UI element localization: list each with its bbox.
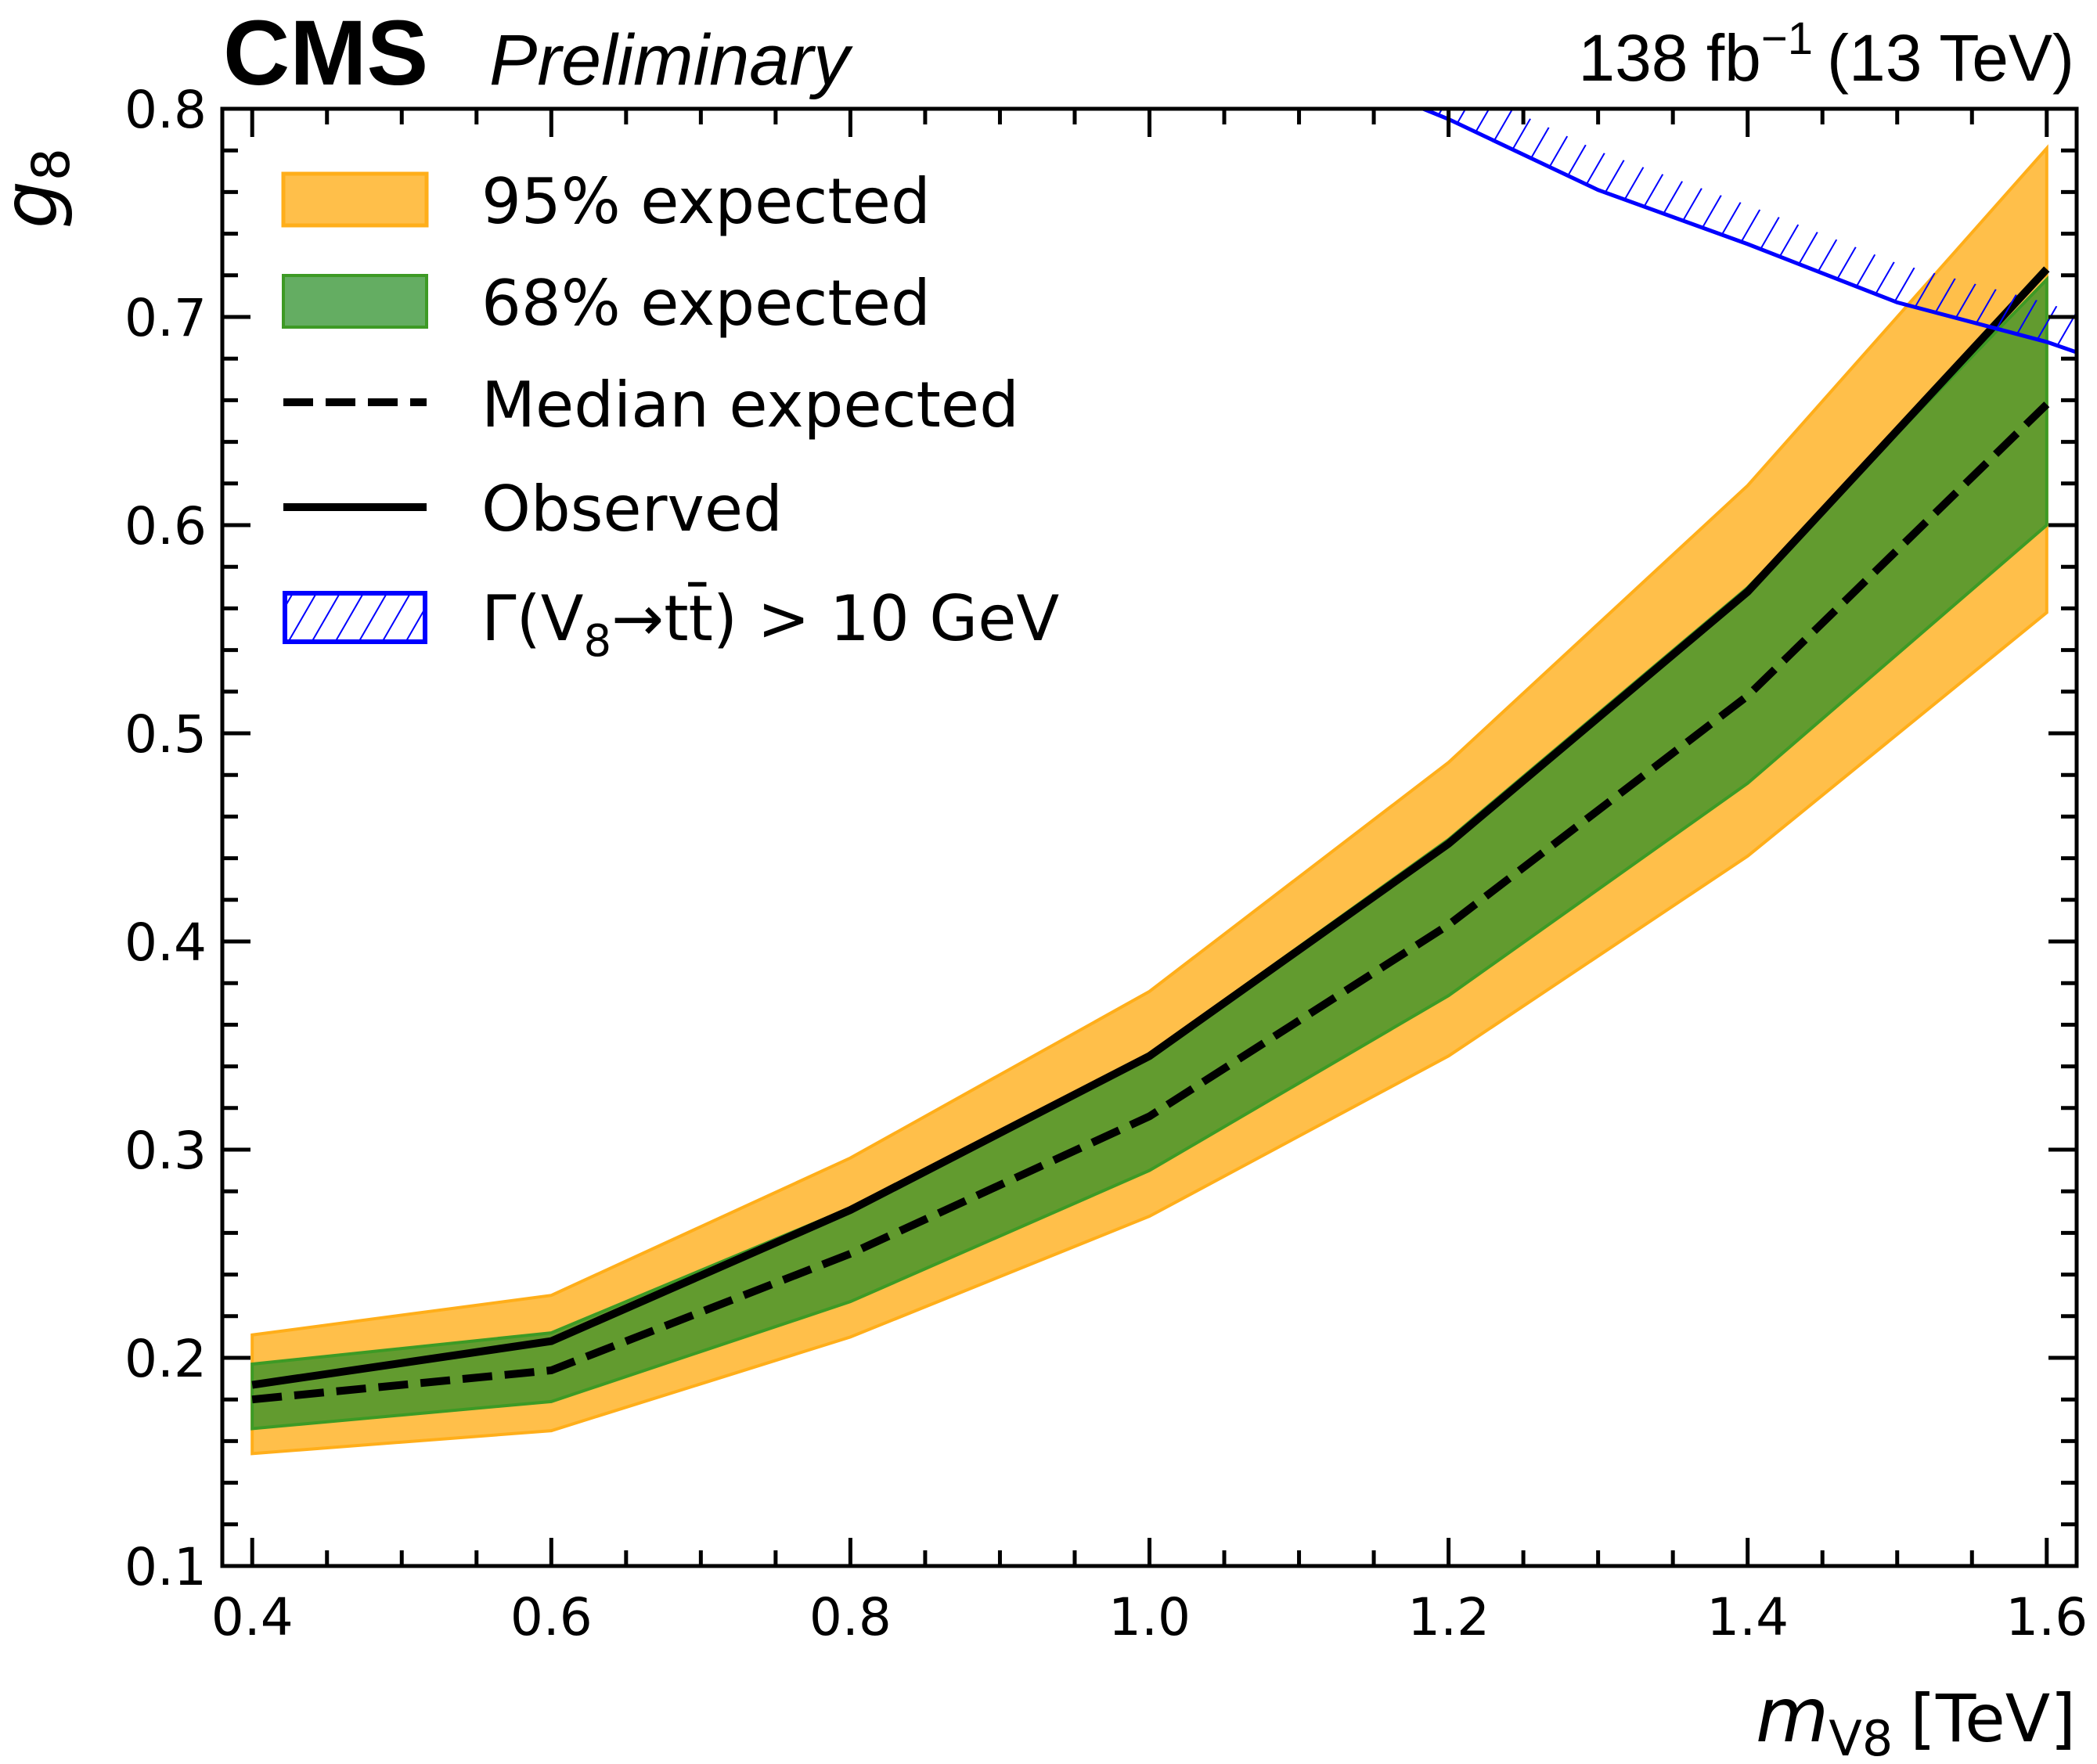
y-tick-label: 0.3 (124, 1121, 207, 1181)
status-label: Preliminary (489, 20, 853, 100)
y-tick-label: 0.4 (124, 913, 207, 973)
legend-swatch-hatch (283, 591, 427, 644)
lumi-main: 138 fb (1578, 21, 1761, 95)
legend-hatch-sub: 8 (584, 616, 612, 667)
experiment-label: CMS (223, 2, 428, 105)
y-tick-labels: 0.1 0.2 0.3 0.4 0.5 0.6 0.7 0.8 (124, 80, 207, 1597)
lumi-label: 138 fb−1 (13 TeV) (1578, 13, 2074, 95)
legend-label-hatch: Γ(V8→tt̄) > 10 GeV (481, 581, 1059, 667)
legend-hatch-pre: Γ(V (481, 582, 584, 655)
legend-label-68: 68% expected (481, 267, 931, 340)
y-axis-label: g8 (0, 148, 81, 229)
y-tick-label: 0.1 (124, 1537, 207, 1597)
legend-hatch-post: →tt̄) > 10 GeV (611, 581, 1059, 655)
x-tick-labels: 0.4 0.6 0.8 1.0 1.2 1.4 1.6 (211, 1587, 2088, 1647)
x-tick-label: 1.2 (1407, 1587, 1490, 1647)
lumi-superscript: −1 (1761, 13, 1813, 64)
band-95-expected (250, 144, 2048, 1456)
x-axis-label-main: m (1756, 1672, 1829, 1759)
legend: 95% expected 68% expected Median expecte… (281, 165, 1059, 667)
y-tick-label: 0.8 (124, 80, 207, 140)
median-expected-line (251, 401, 2050, 1404)
legend-label-observed: Observed (481, 473, 783, 545)
x-axis-label-unit: [TeV] (1910, 1680, 2076, 1757)
x-tick-label: 1.4 (1706, 1587, 1789, 1647)
y-axis-label-sub: 8 (21, 148, 81, 181)
plot-area (250, 109, 2077, 1456)
plot-frame (220, 106, 2079, 1568)
y-tick-label: 0.7 (124, 288, 207, 348)
legend-label-median: Median expected (481, 369, 1019, 441)
legend-swatch-95 (281, 171, 429, 228)
x-tick-label: 0.8 (809, 1587, 892, 1647)
y-tick-label: 0.6 (124, 496, 207, 556)
y-tick-label: 0.2 (124, 1329, 207, 1389)
x-tick-label: 1.6 (2005, 1587, 2088, 1647)
y-tick-label: 0.5 (124, 704, 207, 765)
y-axis-label-main: g (0, 181, 74, 229)
x-axis-label: mV8 [TeV] (1756, 1672, 2076, 1764)
width-exclusion-hatch (1423, 109, 2077, 353)
observed-line (251, 266, 2050, 1389)
x-tick-label: 1.0 (1108, 1587, 1191, 1647)
x-axis-label-sub: V8 (1829, 1710, 1893, 1764)
axis-ticks (222, 106, 2077, 1568)
legend-label-95: 95% expected (481, 165, 931, 238)
x-tick-label: 0.6 (510, 1587, 593, 1647)
x-tick-label: 0.4 (211, 1587, 294, 1647)
legend-swatch-68 (282, 274, 428, 329)
lumi-energy: (13 TeV) (1827, 21, 2074, 95)
